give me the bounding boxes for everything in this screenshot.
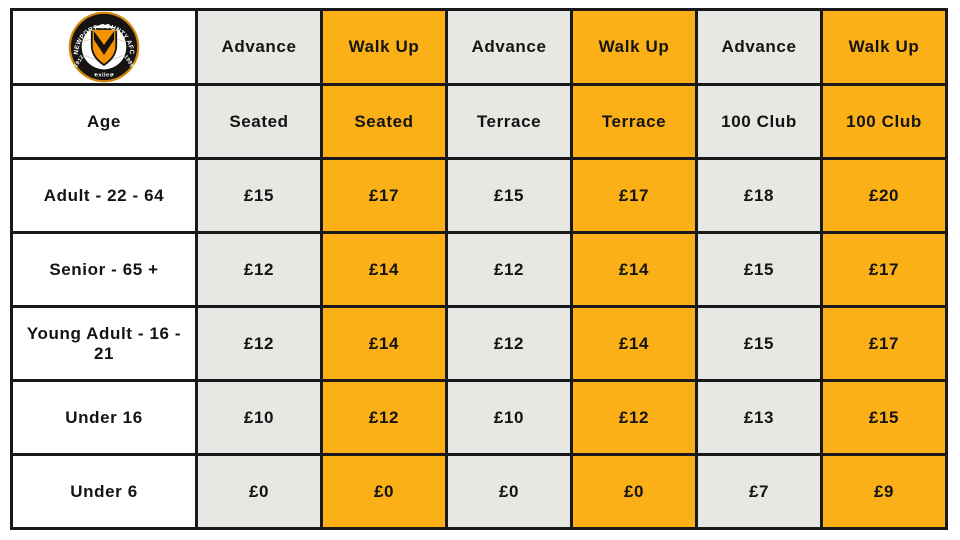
row-label-senior: Senior - 65 + [10, 231, 198, 308]
club-crest-cell: NEWPORT COUNTY AFC 1912 1989 exiles [10, 8, 198, 86]
price-cell: £0 [445, 453, 573, 530]
price-cell: £0 [320, 453, 448, 530]
price-cell: £14 [320, 231, 448, 308]
price-cell: £12 [195, 231, 323, 308]
price-cell: £17 [320, 157, 448, 234]
price-cell: £14 [570, 305, 698, 382]
price-cell: £17 [820, 231, 948, 308]
price-cell: £14 [320, 305, 448, 382]
table-row-adult: Adult - 22 - 64 £15 £17 £15 £17 £18 £20 [10, 157, 948, 234]
price-cell: £15 [195, 157, 323, 234]
header-advance-100club: Advance [695, 8, 823, 86]
subheader-seated-2: Seated [320, 83, 448, 160]
price-cell: £12 [445, 231, 573, 308]
table-row-young-adult: Young Adult - 16 - 21 £12 £14 £12 £14 £1… [10, 305, 948, 382]
price-cell: £10 [195, 379, 323, 456]
table-row-under-16: Under 16 £10 £12 £10 £12 £13 £15 [10, 379, 948, 456]
subheader-terrace-1: Terrace [445, 83, 573, 160]
row-label-adult: Adult - 22 - 64 [10, 157, 198, 234]
price-cell: £18 [695, 157, 823, 234]
price-cell: £12 [445, 305, 573, 382]
header-advance-terrace: Advance [445, 8, 573, 86]
row-label-under-16: Under 16 [10, 379, 198, 456]
price-cell: £0 [195, 453, 323, 530]
price-cell: £7 [695, 453, 823, 530]
price-cell: £14 [570, 231, 698, 308]
row-label-young-adult: Young Adult - 16 - 21 [10, 305, 198, 382]
price-cell: £12 [320, 379, 448, 456]
price-cell: £9 [820, 453, 948, 530]
header-walkup-terrace: Walk Up [570, 8, 698, 86]
subheader-terrace-2: Terrace [570, 83, 698, 160]
crest-motto: exiles [95, 73, 114, 79]
price-cell: £17 [570, 157, 698, 234]
price-cell: £13 [695, 379, 823, 456]
price-cell: £10 [445, 379, 573, 456]
header-advance-seated: Advance [195, 8, 323, 86]
header-row-2: Age Seated Seated Terrace Terrace 100 Cl… [10, 83, 948, 160]
price-cell: £15 [695, 305, 823, 382]
price-cell: £15 [445, 157, 573, 234]
newport-county-crest-icon: NEWPORT COUNTY AFC 1912 1989 exiles [68, 11, 140, 83]
subheader-100club-2: 100 Club [820, 83, 948, 160]
subheader-seated-1: Seated [195, 83, 323, 160]
price-cell: £0 [570, 453, 698, 530]
price-cell: £20 [820, 157, 948, 234]
header-walkup-seated: Walk Up [320, 8, 448, 86]
table-row-senior: Senior - 65 + £12 £14 £12 £14 £15 £17 [10, 231, 948, 308]
header-age: Age [10, 83, 198, 160]
price-cell: £15 [695, 231, 823, 308]
club-crest: NEWPORT COUNTY AFC 1912 1989 exiles [15, 11, 193, 83]
ticket-price-table: NEWPORT COUNTY AFC 1912 1989 exiles Adva… [10, 8, 948, 530]
row-label-under-6: Under 6 [10, 453, 198, 530]
price-cell: £12 [195, 305, 323, 382]
table-row-under-6: Under 6 £0 £0 £0 £0 £7 £9 [10, 453, 948, 530]
header-row-1: NEWPORT COUNTY AFC 1912 1989 exiles Adva… [10, 8, 948, 86]
price-cell: £17 [820, 305, 948, 382]
price-cell: £12 [570, 379, 698, 456]
header-walkup-100club: Walk Up [820, 8, 948, 86]
price-cell: £15 [820, 379, 948, 456]
subheader-100club-1: 100 Club [695, 83, 823, 160]
